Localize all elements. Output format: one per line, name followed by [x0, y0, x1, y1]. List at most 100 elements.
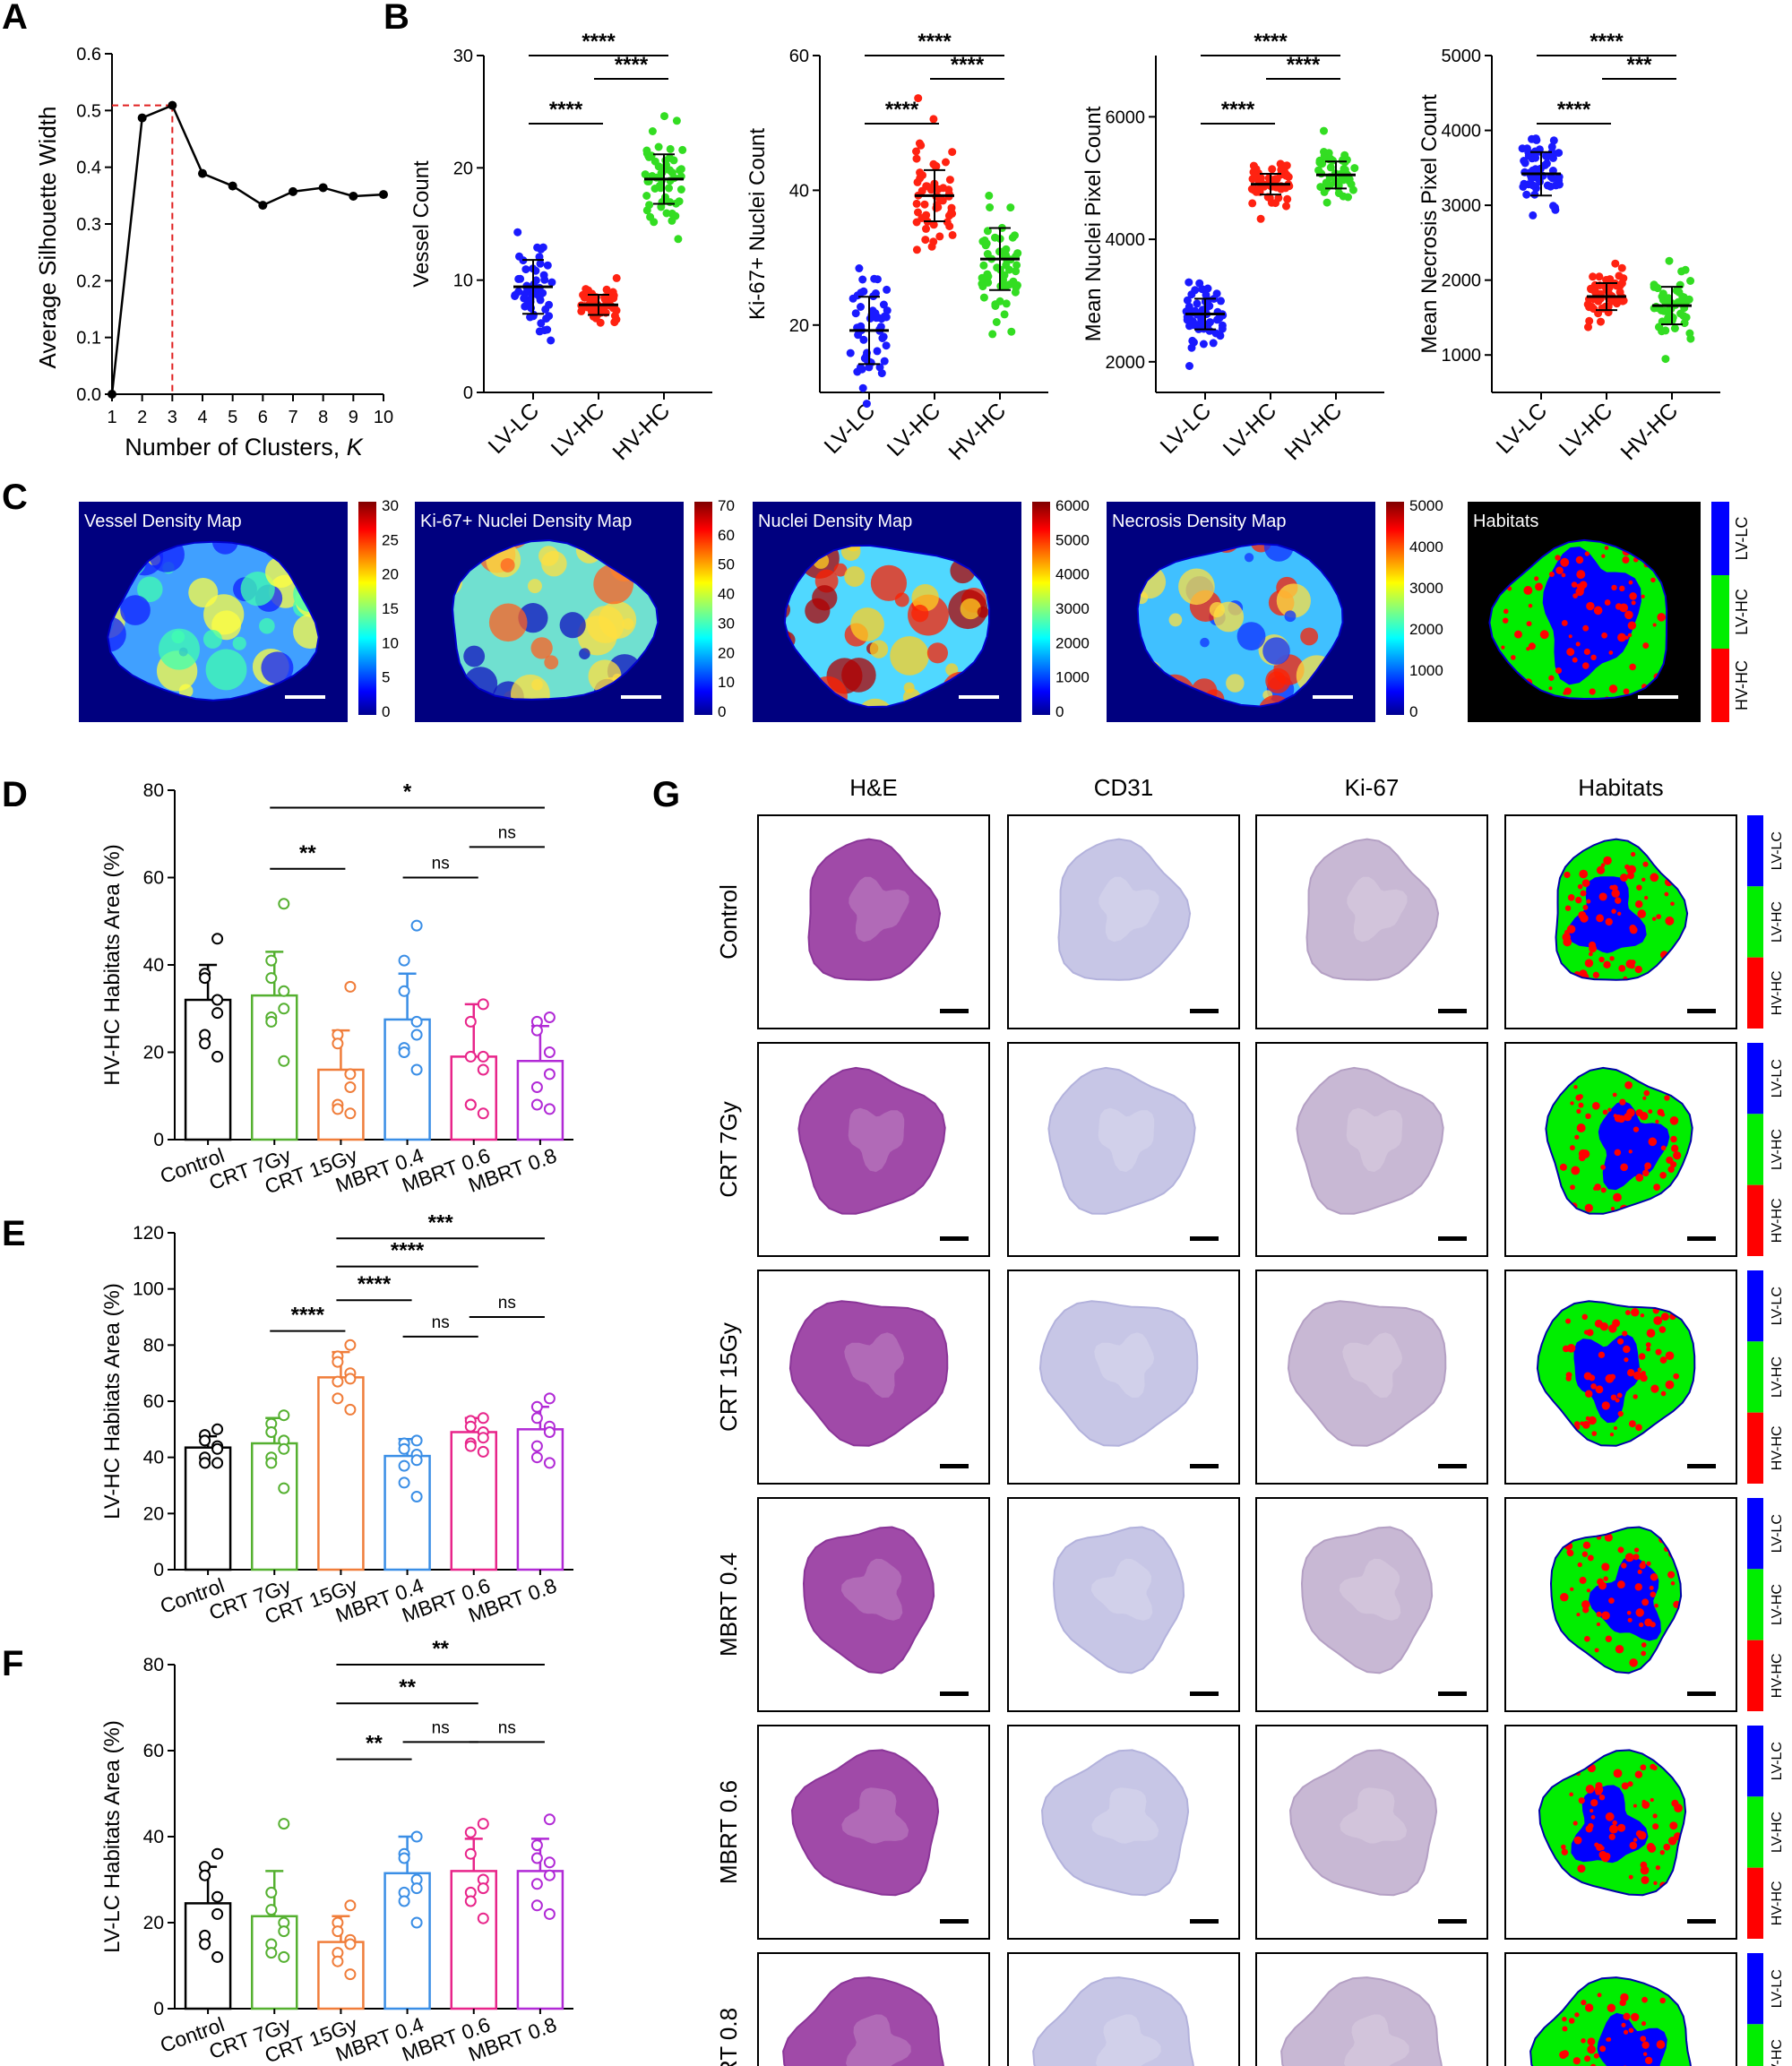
- habitat-speck: [1655, 1348, 1662, 1356]
- data-point: [543, 1869, 556, 1881]
- data-point: [935, 232, 944, 241]
- x-tick-label: LV-HC: [1219, 398, 1282, 461]
- habitat-speck: [1641, 2020, 1647, 2027]
- y-tick-label: 20: [789, 316, 809, 336]
- data-point: [278, 1925, 290, 1938]
- habitat-speck: [1659, 1997, 1666, 2004]
- data-point: [857, 303, 865, 311]
- habitat-speck: [1660, 1313, 1669, 1321]
- data-point: [543, 1046, 556, 1058]
- scale-bar: [621, 695, 661, 699]
- data-point: [464, 1015, 477, 1028]
- data-point: [543, 1813, 556, 1826]
- tissue-section: [1040, 1749, 1190, 1897]
- data-point: [464, 1826, 477, 1838]
- data-point: [1183, 315, 1192, 324]
- data-point: [211, 1007, 224, 1020]
- panel-letter-b: B: [383, 0, 409, 37]
- habitat-outline: [1536, 1300, 1696, 1447]
- habitat-speck: [1562, 2026, 1568, 2032]
- significance-label: ****: [1287, 53, 1321, 77]
- data-point: [1542, 159, 1551, 168]
- map-blob: [120, 595, 151, 625]
- habitat-speck: [1570, 1101, 1574, 1106]
- scale-bar: [1190, 1692, 1219, 1696]
- data-point: [1340, 166, 1349, 175]
- habitat-speck: [1590, 1814, 1596, 1820]
- tissue-section: [1296, 1066, 1444, 1215]
- scale-bar: [1190, 1009, 1219, 1013]
- data-point: [464, 1847, 477, 1860]
- map-blob: [202, 629, 222, 649]
- scale-bar: [1438, 1236, 1467, 1241]
- habitat-speck: [1617, 1771, 1623, 1777]
- data-point: [666, 144, 675, 153]
- data-point: [464, 1895, 477, 1907]
- habitat-speck: [1586, 899, 1591, 904]
- habitat-speck: [1653, 1316, 1663, 1325]
- data-point: [530, 1440, 543, 1452]
- legend-label: LV-HC: [1733, 589, 1751, 635]
- habitat-speck: [1631, 2012, 1640, 2022]
- map-blob: [1265, 667, 1291, 693]
- data-point: [883, 285, 892, 294]
- map-blob: [1236, 622, 1266, 650]
- data-point: [344, 1968, 357, 1981]
- data-point: [1187, 343, 1196, 352]
- map-blob: [559, 612, 586, 639]
- data-point: [278, 898, 290, 910]
- data-point: [278, 1482, 290, 1494]
- habitat-speck: [1619, 1999, 1626, 2007]
- habitat-speck: [1610, 1206, 1615, 1211]
- x-tick-label: 1: [107, 408, 116, 427]
- y-tick-label: 0.1: [76, 329, 101, 349]
- habitat-speck: [1583, 1330, 1590, 1335]
- data-point: [1617, 263, 1626, 272]
- habitat-speck: [1589, 1374, 1596, 1382]
- habitat-speck: [1593, 1186, 1598, 1191]
- data-point: [477, 1818, 489, 1830]
- habitat-speck: [1624, 1553, 1634, 1562]
- legend-label: HV-HC: [1770, 970, 1785, 1015]
- data-point: [1006, 203, 1015, 212]
- y-tick-label: 0: [153, 1560, 164, 1580]
- habitat-speck: [1584, 1203, 1593, 1212]
- habitat-speck: [1646, 1347, 1651, 1352]
- significance-label: ****: [358, 1272, 392, 1296]
- data-point: [1199, 340, 1208, 349]
- habitat-speck: [1548, 686, 1553, 691]
- data-point: [533, 243, 542, 252]
- legend-swatch: [1747, 1270, 1763, 1342]
- habitat-speck: [1602, 1109, 1608, 1115]
- data-point: [398, 1046, 410, 1058]
- habitat-speck: [1564, 871, 1571, 879]
- habitat-speck: [1582, 624, 1590, 632]
- data-point: [530, 1899, 543, 1912]
- habitat-speck: [1584, 2003, 1594, 2012]
- histology-cell: [1255, 1497, 1488, 1712]
- data-point: [929, 159, 938, 168]
- data-point: [1198, 285, 1207, 294]
- data-point: [945, 176, 954, 185]
- legend-label: HV-HC: [1770, 1425, 1785, 1470]
- data-point: [948, 148, 957, 157]
- panel-a-x-axis-label-main: Number of Clusters,: [125, 434, 347, 461]
- habitat-speck: [1646, 1561, 1651, 1566]
- data-point: [137, 113, 147, 123]
- legend-label: LV-HC: [1770, 1812, 1785, 1853]
- data-point: [854, 331, 863, 340]
- scale-bar: [1687, 1919, 1716, 1924]
- data-point: [1657, 306, 1666, 314]
- data-point: [265, 954, 278, 967]
- y-tick-label: 2000: [1442, 271, 1482, 291]
- data-point: [978, 273, 986, 282]
- habitat-speck: [1604, 599, 1611, 606]
- habitat-speck: [1612, 1092, 1617, 1098]
- data-point: [588, 306, 597, 315]
- habitat-speck: [1623, 688, 1630, 695]
- data-point: [1617, 279, 1626, 288]
- data-point: [265, 1947, 278, 1959]
- legend-swatch: [1747, 1640, 1763, 1711]
- data-point: [1011, 288, 1020, 297]
- data-point: [1661, 355, 1670, 364]
